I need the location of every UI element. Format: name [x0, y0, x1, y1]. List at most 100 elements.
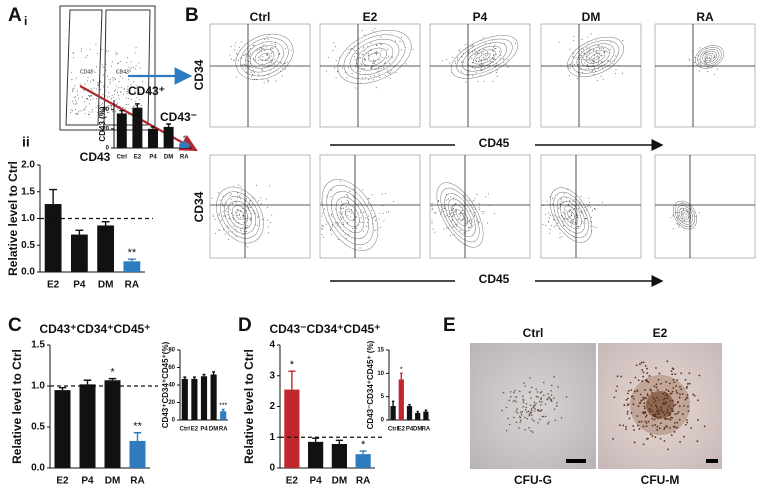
- significance-label: **: [128, 247, 137, 259]
- flow-dot: [363, 68, 365, 70]
- flow-dot: [507, 66, 509, 68]
- flow-dot: [551, 225, 553, 227]
- flow-dot: [135, 101, 137, 103]
- flow-dot: [559, 206, 561, 207]
- cell: [632, 403, 635, 406]
- flow-dot: [87, 88, 89, 90]
- x-tick-label: DM: [413, 427, 422, 433]
- cell: [637, 405, 640, 407]
- flow-dot: [250, 71, 252, 73]
- cell: [525, 403, 528, 405]
- flow-dot: [586, 209, 588, 211]
- flow-dot: [110, 97, 112, 99]
- flow-dot: [363, 47, 364, 49]
- bar: [44, 204, 62, 272]
- cell: [541, 401, 543, 403]
- flow-dot: [85, 56, 87, 58]
- flow-dot: [88, 103, 90, 105]
- flow-dot: [99, 97, 101, 99]
- flow-dot: [134, 68, 136, 70]
- flow-dot: [337, 221, 339, 223]
- flow-dot: [97, 83, 99, 85]
- flow-dot: [108, 79, 110, 81]
- flow-dot: [87, 80, 89, 82]
- flow-dot: [450, 235, 452, 237]
- error-bar: [133, 432, 142, 441]
- flow-dot: [98, 113, 100, 115]
- flow-dot: [351, 227, 353, 229]
- flow-dot: [260, 203, 262, 205]
- flow-dot: [567, 211, 569, 213]
- flow-dot: [250, 53, 252, 55]
- flow-dot: [247, 205, 249, 207]
- contour: [331, 190, 369, 240]
- flow-dot: [567, 67, 569, 69]
- flow-dot: [364, 77, 366, 79]
- flow-dot: [593, 49, 595, 51]
- flow-dot: [559, 237, 561, 239]
- cell: [635, 364, 638, 367]
- y-tick-label: 0: [172, 418, 176, 424]
- flow-dot: [354, 59, 356, 61]
- flow-dot: [368, 202, 370, 204]
- image-title: E2: [653, 326, 668, 340]
- error-bar: [416, 410, 419, 413]
- flow-dot: [116, 71, 118, 73]
- flow-dot: [546, 200, 548, 202]
- contour: [235, 210, 245, 220]
- cell: [676, 401, 679, 404]
- flow-dot: [252, 45, 254, 46]
- flow-dot: [322, 225, 324, 227]
- flow-dot: [354, 87, 356, 89]
- flow-dot: [70, 112, 72, 114]
- cell: [534, 404, 536, 406]
- bar: [415, 413, 421, 420]
- flow-dot: [249, 56, 251, 58]
- flow-dot: [681, 213, 683, 215]
- flow-dot: [484, 67, 486, 69]
- cell: [565, 396, 568, 398]
- significance-label: *: [290, 359, 295, 371]
- flow-dot: [370, 67, 372, 69]
- flow-dot: [128, 92, 130, 94]
- bar: [390, 406, 396, 420]
- flow-dot: [321, 228, 323, 230]
- flow-dot: [704, 63, 706, 65]
- flow-dot: [75, 77, 77, 79]
- flow-dot: [103, 87, 105, 89]
- flow-dot: [267, 38, 269, 40]
- flow-dot: [589, 60, 591, 62]
- flow-dot: [387, 48, 389, 50]
- flow-dot: [594, 54, 595, 56]
- flow-dot: [95, 88, 97, 90]
- cell: [671, 399, 674, 402]
- flow-dot: [246, 217, 248, 219]
- flow-dot: [243, 215, 245, 217]
- cell: [630, 412, 633, 414]
- cell: [682, 413, 684, 416]
- flow-dot: [475, 53, 477, 55]
- error-bar: [49, 188, 58, 205]
- cell: [636, 415, 639, 417]
- flow-dot: [234, 59, 236, 61]
- flow-dot: [245, 219, 247, 221]
- flow-dot: [88, 94, 90, 96]
- flow-dot: [234, 201, 236, 203]
- contour: [448, 198, 472, 232]
- flow-dot: [568, 203, 570, 205]
- flow-dot: [383, 220, 385, 222]
- cell: [645, 421, 648, 424]
- cell: [676, 392, 679, 394]
- cell: [529, 377, 531, 379]
- flow-dot: [568, 64, 570, 66]
- flow-dot: [445, 203, 447, 205]
- flow-dot: [257, 224, 259, 226]
- contour: [249, 45, 280, 69]
- flow-dot: [350, 48, 351, 50]
- flow-dot: [351, 48, 353, 50]
- cell: [645, 425, 648, 428]
- cell: [655, 383, 658, 386]
- flow-dot: [104, 58, 106, 60]
- cell: [665, 424, 667, 427]
- flow-dot: [223, 215, 225, 217]
